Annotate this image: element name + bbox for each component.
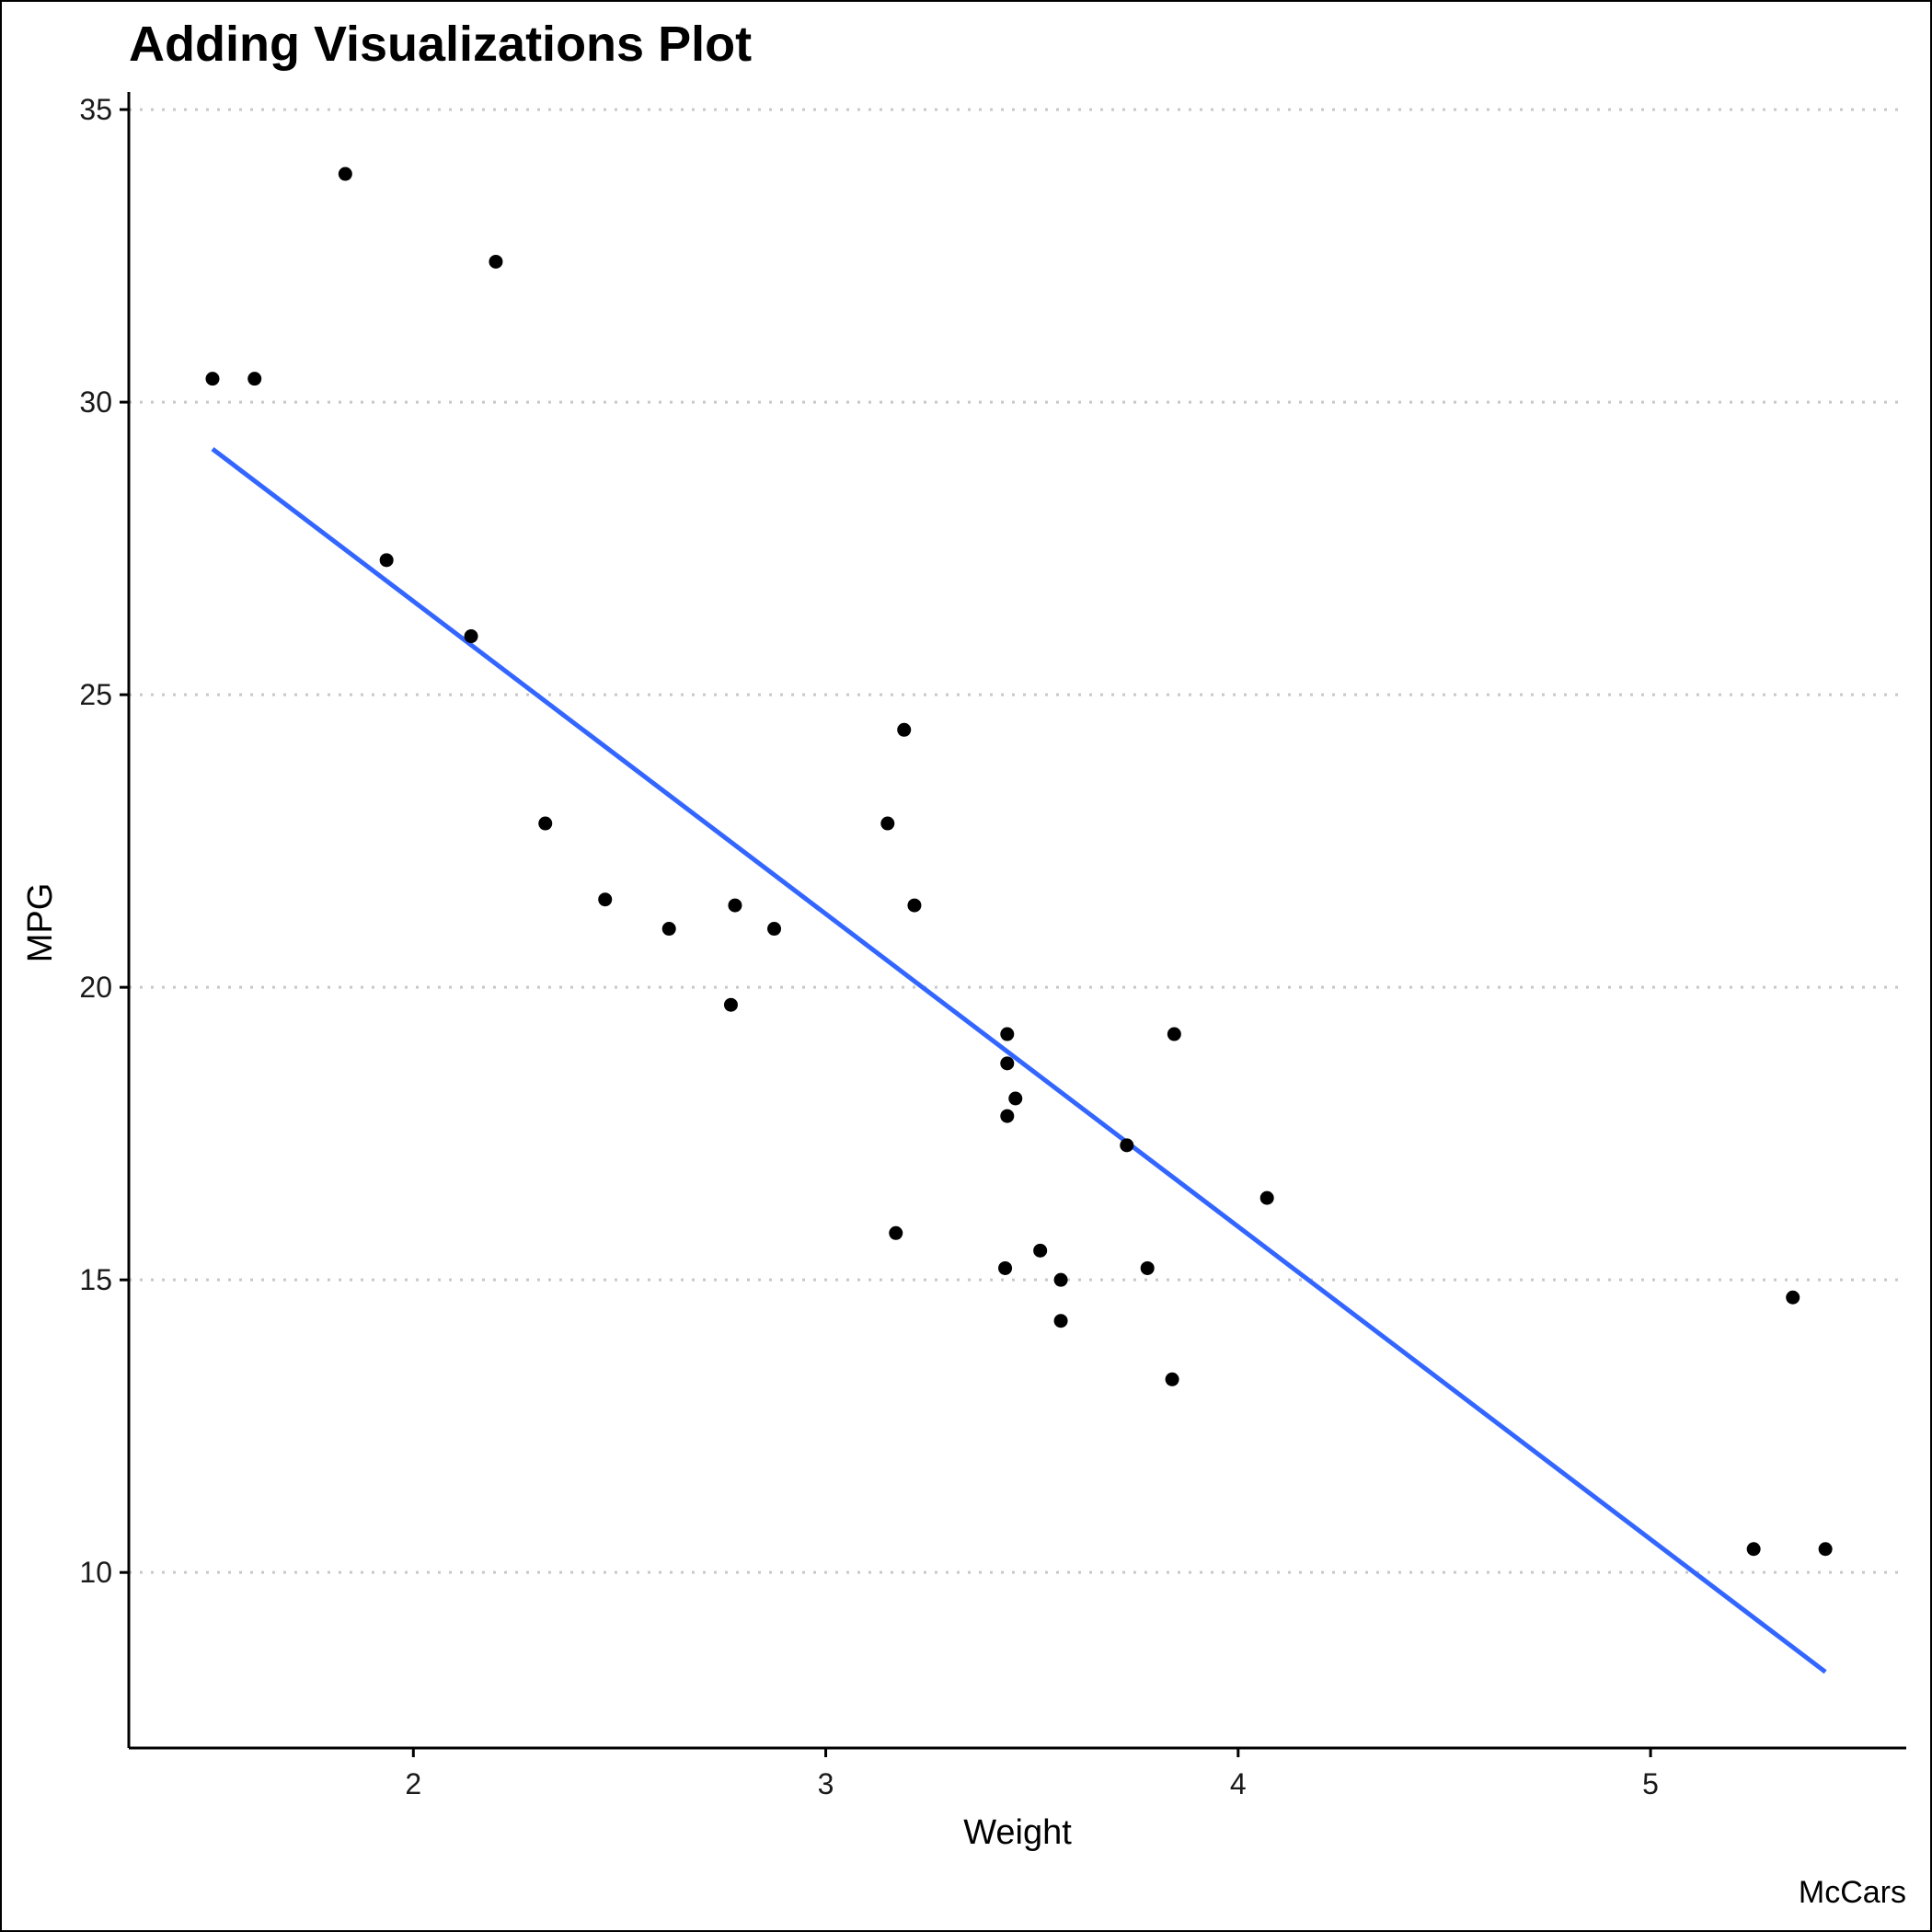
x-tick-label: 2 [405,1767,421,1800]
regression-line-group [211,446,1827,1674]
data-point [1000,1056,1015,1071]
data-point [1259,1190,1274,1205]
data-point [907,898,922,913]
data-point [661,922,676,937]
data-point [464,629,478,644]
data-point [1746,1542,1761,1557]
x-tick-label: 5 [1642,1767,1659,1800]
y-tick-label: 20 [79,971,112,1004]
data-point [1053,1314,1068,1328]
data-point [338,167,352,181]
data-point [767,922,782,937]
x-tick-label: 4 [1230,1767,1247,1800]
data-point [998,1260,1013,1275]
data-point [1008,1091,1023,1106]
chart-caption: McCars [1799,1875,1906,1910]
x-axis-ticks: 2 3 4 5 [405,1748,1659,1800]
y-tick-label: 10 [79,1556,112,1589]
data-point [1818,1542,1833,1557]
y-tick-label: 30 [79,385,112,419]
x-axis-title: Weight [963,1813,1072,1852]
data-point [379,553,394,568]
data-point [489,254,503,269]
y-axis-ticks: 10 15 20 25 30 35 [79,93,129,1589]
data-point [1000,1027,1015,1041]
data-points [205,167,1833,1557]
data-point [897,722,912,737]
data-point [1120,1138,1134,1153]
data-point [598,892,613,907]
data-point [1786,1290,1800,1305]
data-point [889,1225,903,1240]
data-point [1167,1027,1181,1041]
data-point [1000,1109,1015,1123]
chart-title: Adding Visualizations Plot [129,17,752,72]
data-point [205,372,220,386]
y-gridlines [129,108,1906,1574]
data-point [1053,1272,1068,1287]
data-point [247,372,262,386]
data-point [538,816,553,831]
data-point [1165,1372,1179,1386]
data-point [1033,1243,1048,1258]
y-axis-title: MPG [21,883,60,963]
y-tick-label: 25 [79,678,112,711]
data-point [1140,1260,1155,1275]
data-point [728,898,742,913]
regression-line [211,446,1827,1674]
data-point [880,816,895,831]
y-tick-label: 15 [79,1263,112,1296]
x-tick-label: 3 [818,1767,834,1800]
y-tick-label: 35 [79,93,112,126]
data-point [723,997,738,1012]
